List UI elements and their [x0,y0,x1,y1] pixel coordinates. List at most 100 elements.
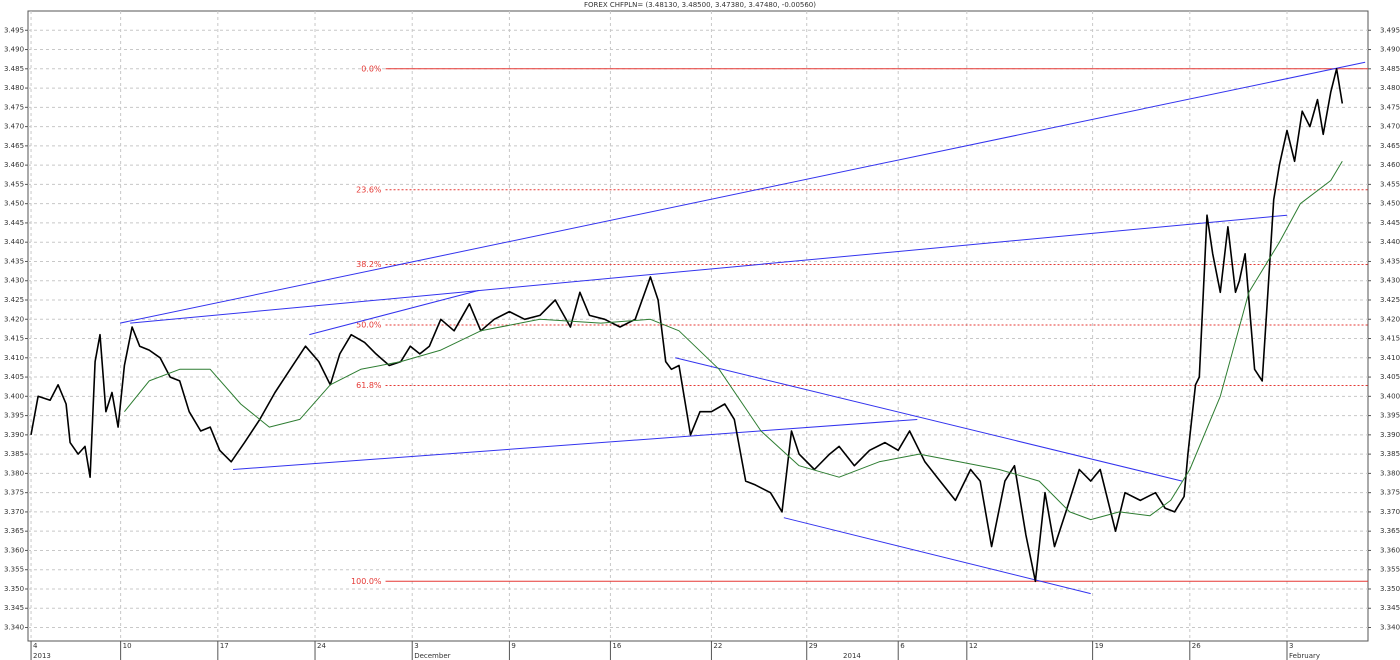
y-tick-label: 3.360 [4,546,24,554]
y-tick-label: 3.445 [4,219,24,227]
y-tick-label: 3.410 [1380,354,1400,362]
y-tick-label: 3.420 [1380,315,1400,323]
x-tick-label: 22 [713,642,722,650]
plot-frame [27,10,1369,642]
y-tick-label: 3.375 [1380,489,1400,497]
y-tick-label: 3.390 [4,431,24,439]
fib-label: 23.6% [356,185,382,194]
y-tick-label: 3.355 [1380,566,1400,574]
y-tick-label: 3.400 [4,392,24,400]
y-tick-label: 3.470 [1380,123,1400,131]
y-tick-label: 3.420 [4,315,24,323]
y-tick-label: 3.380 [4,469,24,477]
y-tick-label: 3.365 [4,527,24,535]
y-tick-label: 3.495 [1380,26,1400,34]
y-tick-label: 3.385 [4,450,24,458]
y-tick-label: 3.425 [4,296,24,304]
y-tick-label: 3.455 [4,180,24,188]
x-tick-label: 9 [511,642,515,650]
x-tick-label: 29 [809,642,818,650]
y-tick-label: 3.340 [1380,624,1400,632]
y-tick-label: 3.355 [4,566,24,574]
y-tick-label: 3.440 [4,238,24,246]
y-tick-label: 3.455 [1380,180,1400,188]
y-tick-label: 3.395 [1380,412,1400,420]
y-tick-label: 3.450 [4,200,24,208]
y-tick-label: 3.430 [1380,277,1400,285]
fib-label: 38.2% [356,260,382,269]
y-tick-label: 3.350 [4,585,24,593]
price-line [30,68,1344,583]
y-tick-label: 3.475 [4,103,24,111]
y-tick-label: 3.480 [1380,84,1400,92]
y-tick-label: 3.345 [1380,604,1400,612]
x-tick-label: 26 [1192,642,1201,650]
y-tick-label: 3.460 [1380,161,1400,169]
y-tick-label: 3.415 [1380,335,1400,343]
y-tick-label: 3.430 [4,277,24,285]
x-tick-label: 10 [123,642,132,650]
x-tick-label: 4 [33,642,38,650]
y-tick-label: 3.460 [4,161,24,169]
fib-label: 50.0% [356,321,382,330]
chart-title: FOREX CHFPLN= (3.48130, 3.48500, 3.47380… [584,1,816,9]
y-tick-label: 3.425 [1380,296,1400,304]
y-tick-label: 3.435 [1380,257,1400,265]
x-tick-label: 17 [220,642,229,650]
y-tick-label: 3.465 [4,142,24,150]
x-tick-label: 3 [1289,642,1293,650]
y-tick-label: 3.395 [4,412,24,420]
period-label: 2014 [843,652,861,660]
y-tick-label: 3.485 [4,65,24,73]
y-tick-label: 3.480 [4,84,24,92]
period-label: February [1289,652,1320,660]
period-label: 2013 [33,652,51,660]
trendline [783,517,1091,595]
y-tick-label: 3.370 [1380,508,1400,516]
y-tick-label: 3.345 [4,604,24,612]
y-tick-label: 3.370 [4,508,24,516]
period-label: December [414,652,450,660]
y-tick-label: 3.450 [1380,200,1400,208]
y-tick-label: 3.360 [1380,546,1400,554]
x-tick-label: 6 [900,642,905,650]
y-tick-label: 3.445 [1380,219,1400,227]
price-line [124,161,1343,521]
y-tick-label: 3.485 [1380,65,1400,73]
y-tick-label: 3.470 [4,123,24,131]
y-tick-label: 3.380 [1380,469,1400,477]
trendline [675,357,1183,482]
y-tick-label: 3.415 [4,335,24,343]
y-tick-label: 3.475 [1380,103,1400,111]
y-tick-label: 3.350 [1380,585,1400,593]
y-tick-label: 3.390 [1380,431,1400,439]
y-tick-label: 3.490 [1380,46,1400,54]
y-tick-label: 3.365 [1380,527,1400,535]
y-tick-label: 3.375 [4,489,24,497]
x-tick-label: 19 [1095,642,1104,650]
fib-label: 61.8% [356,381,382,390]
y-tick-label: 3.410 [4,354,24,362]
trendline [233,418,918,471]
x-tick-label: 3 [414,642,418,650]
y-tick-label: 3.405 [4,373,24,381]
trendline [309,289,480,336]
y-tick-label: 3.440 [1380,238,1400,246]
y-tick-label: 3.465 [1380,142,1400,150]
fib-label: 100.0% [351,577,382,586]
y-tick-label: 3.385 [1380,450,1400,458]
trendline [119,61,1366,324]
y-tick-label: 3.435 [4,257,24,265]
y-tick-label: 3.405 [1380,373,1400,381]
fib-label: 0.0% [361,64,382,73]
y-tick-label: 3.340 [4,624,24,632]
y-tick-label: 3.400 [1380,392,1400,400]
x-tick-label: 16 [612,642,621,650]
y-tick-label: 3.495 [4,26,24,34]
trendline [130,214,1288,324]
y-tick-label: 3.490 [4,46,24,54]
x-tick-label: 12 [969,642,978,650]
x-tick-label: 24 [317,642,326,650]
